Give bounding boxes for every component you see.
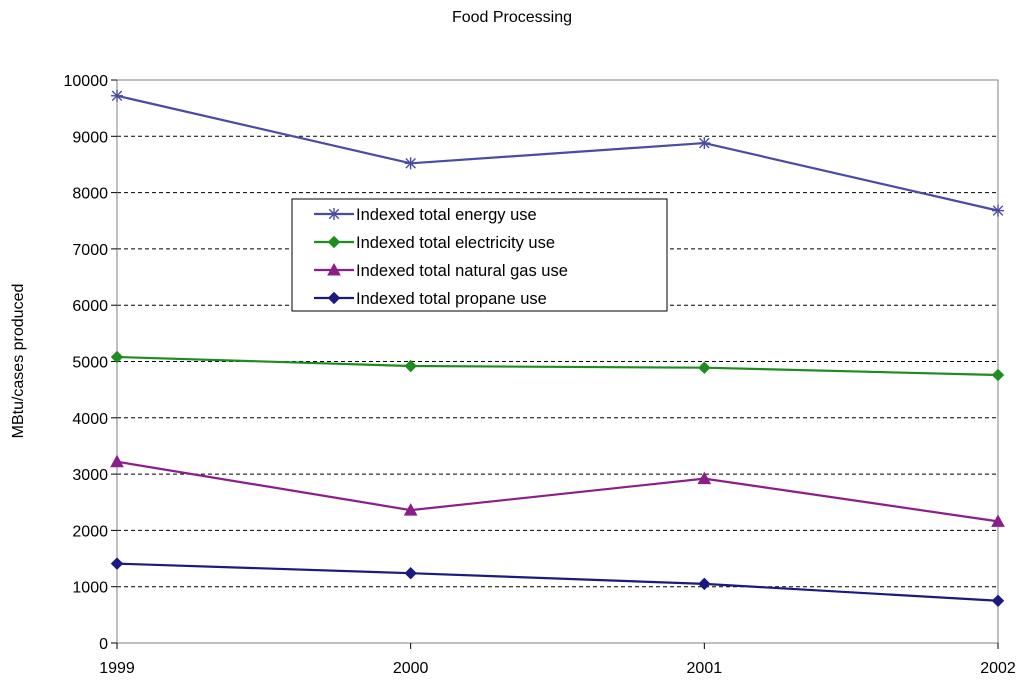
y-tick-label: 4000 xyxy=(72,411,108,428)
x-tick-label: 2002 xyxy=(980,660,1016,677)
y-tick-label: 0 xyxy=(99,636,108,653)
data-point xyxy=(111,89,123,102)
data-point xyxy=(991,368,1005,382)
legend-swatch-marker xyxy=(327,291,341,305)
y-tick-label: 2000 xyxy=(72,523,108,540)
y-tick-label: 7000 xyxy=(72,242,108,259)
data-point xyxy=(110,350,124,364)
series-line xyxy=(116,355,999,377)
series-2 xyxy=(110,350,1005,382)
x-tick-label: 2001 xyxy=(687,660,723,677)
y-tick-label: 10000 xyxy=(64,73,109,90)
legend-item: Indexed total propane use xyxy=(314,290,547,308)
legend-label: Indexed total energy use xyxy=(356,206,537,224)
x-tick-label: 1999 xyxy=(99,660,135,677)
legend-label: Indexed total electricity use xyxy=(356,234,555,252)
x-tick-label: 2000 xyxy=(393,660,429,677)
data-point xyxy=(404,566,417,580)
data-point xyxy=(403,503,418,516)
data-point xyxy=(697,471,712,485)
y-tick-label: 5000 xyxy=(72,355,108,372)
y-tick-label: 9000 xyxy=(72,129,108,146)
series-4 xyxy=(110,557,1005,607)
data-point xyxy=(404,157,417,170)
legend-item: Indexed total electricity use xyxy=(314,234,555,252)
y-tick-label: 3000 xyxy=(72,467,108,484)
series-1 xyxy=(111,89,1004,217)
y-axis: 0 1000 2000 3000 4000 5000 6000 7000 8000 9000 100… xyxy=(64,73,117,653)
data-point xyxy=(991,514,1005,527)
legend-swatch-marker xyxy=(327,235,341,249)
y-tick-label: 6000 xyxy=(72,298,108,315)
y-tick-label: 8000 xyxy=(72,186,108,203)
legend: Indexed total energy use Indexed total el… xyxy=(291,198,668,312)
data-point xyxy=(991,594,1005,607)
data-point xyxy=(110,454,124,468)
legend-label: Indexed total natural gas use xyxy=(356,262,568,280)
series-3 xyxy=(110,454,1005,527)
series-layer xyxy=(110,89,1005,607)
data-point xyxy=(992,204,1004,217)
y-tick-label: 1000 xyxy=(72,580,108,597)
series-line xyxy=(116,94,999,212)
legend-swatch-marker xyxy=(327,262,341,276)
y-axis-label: MBtu/cases produced xyxy=(10,284,27,439)
chart-title: Food Processing xyxy=(452,9,572,26)
legend-label: Indexed total propane use xyxy=(356,290,547,308)
legend-item: Indexed total energy use xyxy=(314,206,537,224)
legend-item: Indexed total natural gas use xyxy=(314,262,568,280)
data-point xyxy=(698,137,711,150)
x-axis: 1999 2000 2001 2002 xyxy=(99,643,1016,677)
legend-swatch-marker xyxy=(328,208,340,220)
data-point xyxy=(698,361,711,374)
legend-box xyxy=(291,198,668,312)
series-line xyxy=(116,460,999,523)
data-point xyxy=(110,557,124,570)
data-point xyxy=(698,577,711,591)
data-point xyxy=(404,359,417,373)
series-line xyxy=(116,562,999,602)
